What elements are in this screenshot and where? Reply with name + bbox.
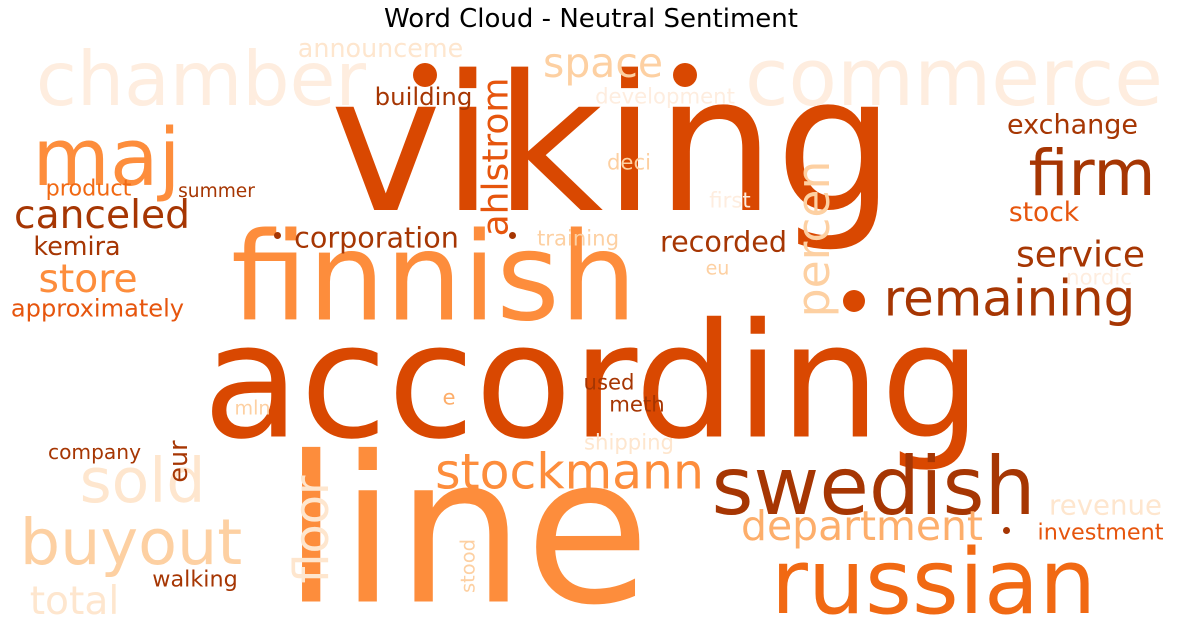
word-line: line (283, 413, 650, 631)
word-canceled: canceled (14, 193, 190, 238)
word-remaining: remaining (884, 270, 1135, 328)
word-deci: deci (607, 150, 651, 175)
word-swedish: swedish (711, 440, 1035, 534)
word-meth: meth (609, 392, 664, 417)
word-first: first (709, 188, 750, 213)
word-chamber: chamber (36, 36, 367, 123)
glyph-dot (843, 290, 865, 312)
glyph-dot (673, 63, 697, 87)
word-according: according (203, 290, 982, 475)
word-shipping: shipping (584, 430, 674, 455)
word-exchange: exchange (1007, 110, 1138, 141)
word-announceme: announceme (298, 33, 463, 63)
word-stockmann: stockmann (435, 444, 704, 501)
word-floor: floor (285, 475, 340, 583)
word-development: development (595, 84, 735, 109)
word-mln: mln (234, 397, 270, 420)
word-summer: summer (178, 181, 255, 202)
word-eur: eur (163, 440, 193, 483)
word-department: department (741, 502, 983, 550)
word-approximately: approximately (11, 295, 184, 323)
word-eu: eu (706, 257, 730, 280)
word-kemira: kemira (33, 231, 120, 261)
word-sold: sold (80, 445, 206, 517)
word-walking: walking (152, 567, 238, 593)
word-stock: stock (1009, 197, 1080, 228)
word-training: training (537, 226, 619, 251)
word-finnish: finnish (231, 207, 637, 349)
word-total: total (30, 579, 120, 624)
glyph-dot (413, 63, 437, 87)
word-recorded: recorded (660, 225, 787, 259)
word-store: store (38, 257, 137, 302)
glyph-dot (1003, 527, 1010, 534)
word-nordic: nordic (1066, 265, 1132, 290)
word-russian: russian (771, 530, 1096, 631)
word-percen: percen (787, 161, 840, 318)
word-commerce: commerce (745, 31, 1163, 124)
chart-title: Word Cloud - Neutral Sentiment (384, 4, 798, 34)
glyph-dot (274, 232, 281, 239)
word-revenue: revenue (1049, 489, 1162, 522)
word-product: product (46, 176, 132, 202)
word-maj: maj (32, 111, 180, 204)
word-space: space (543, 39, 663, 87)
word-corporation: corporation (294, 221, 459, 255)
word-company: company (48, 440, 141, 464)
word-ahlstrom: ahlstrom (476, 78, 517, 237)
word-buyout: buyout (20, 505, 242, 579)
word-service: service (1016, 235, 1145, 276)
word-investment: investment (1038, 520, 1164, 546)
word-firm: firm (1028, 136, 1155, 210)
glyph-dot (509, 232, 516, 239)
word-e: e (442, 385, 455, 410)
word-stood: stood (457, 539, 480, 593)
word-used: used (584, 370, 635, 395)
